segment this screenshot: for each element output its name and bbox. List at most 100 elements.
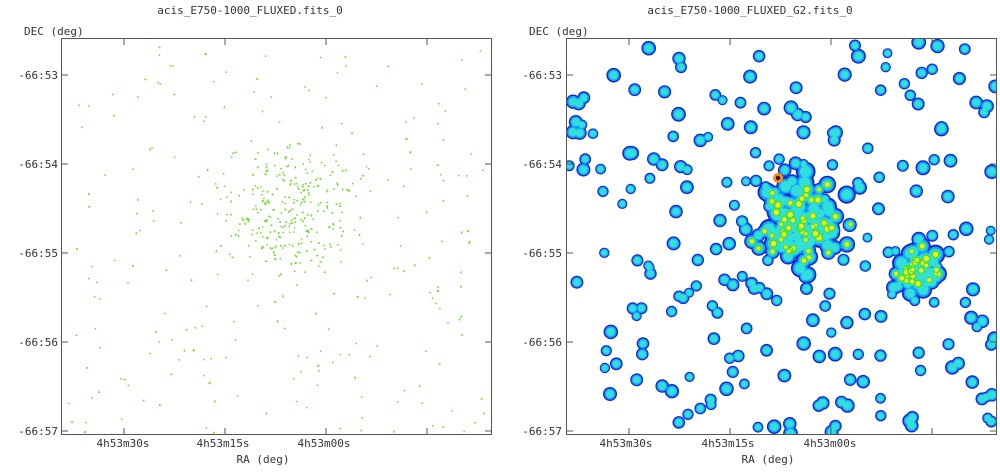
event-point	[86, 366, 88, 369]
flux-blob	[710, 334, 718, 343]
flux-blob	[821, 195, 829, 203]
event-point	[466, 195, 469, 197]
left-event-image[interactable]	[61, 38, 492, 435]
event-point	[208, 382, 211, 385]
event-point	[152, 210, 154, 212]
flux-blob	[846, 376, 854, 384]
flux-blob	[571, 117, 580, 127]
event-point	[268, 201, 270, 204]
flux-blob	[987, 390, 996, 399]
event-point	[458, 318, 461, 321]
event-point	[333, 188, 335, 190]
event-point	[474, 422, 476, 424]
event-point	[429, 291, 431, 294]
event-point	[290, 263, 292, 265]
event-point	[321, 126, 323, 129]
event-point	[342, 169, 344, 172]
event-point	[332, 154, 335, 156]
bright-blob	[807, 255, 812, 260]
bright-blob	[924, 263, 929, 268]
bright-blob	[779, 222, 783, 227]
flux-blob	[815, 208, 825, 218]
event-point	[437, 122, 439, 125]
event-point	[362, 175, 365, 177]
event-point	[308, 89, 310, 92]
event-point	[111, 93, 114, 96]
event-point	[170, 338, 173, 341]
bright-blob	[756, 246, 761, 251]
bright-blob	[927, 277, 932, 282]
event-point	[326, 205, 328, 207]
event-point	[212, 80, 215, 83]
event-point	[267, 148, 269, 151]
flux-blob	[686, 289, 693, 296]
flux-blob	[627, 186, 634, 192]
event-point	[265, 220, 268, 223]
bright-blob	[809, 197, 814, 203]
event-point	[303, 199, 305, 201]
event-point	[339, 205, 342, 207]
event-point	[258, 227, 260, 230]
flux-blob	[944, 340, 953, 348]
event-point	[230, 191, 232, 194]
bright-blob	[770, 190, 775, 195]
event-point	[213, 431, 215, 434]
event-point	[274, 230, 276, 233]
event-point	[262, 199, 264, 202]
event-point	[289, 179, 292, 182]
event-point	[242, 219, 245, 221]
event-point	[193, 116, 196, 118]
bright-blob	[932, 251, 939, 258]
event-point	[264, 203, 266, 205]
flux-blob	[933, 41, 942, 51]
flux-blob	[948, 363, 957, 372]
flux-blob	[762, 183, 769, 190]
event-point	[215, 250, 218, 253]
flux-blob	[917, 367, 924, 374]
event-point	[320, 202, 322, 204]
event-point	[272, 251, 275, 254]
peak-source	[775, 175, 781, 181]
event-point	[296, 251, 299, 253]
event-point	[294, 221, 296, 223]
event-point	[301, 211, 304, 214]
bright-blob	[799, 223, 804, 229]
flux-blob	[914, 100, 922, 108]
event-point	[164, 312, 166, 315]
right-smoothed-image[interactable]	[566, 38, 997, 435]
event-point	[360, 429, 362, 432]
event-point	[318, 370, 320, 372]
bright-blob	[749, 239, 755, 244]
event-point	[353, 229, 356, 231]
event-point	[479, 50, 482, 52]
event-point	[114, 259, 116, 262]
flux-blob	[973, 323, 981, 330]
event-point	[399, 245, 402, 247]
event-point	[296, 214, 298, 216]
event-point	[291, 158, 293, 160]
flux-blob	[675, 54, 683, 63]
event-point	[317, 177, 319, 180]
event-point	[344, 56, 347, 59]
flux-blob	[726, 354, 733, 362]
flux-blob	[609, 71, 618, 80]
event-point	[278, 232, 280, 235]
event-point	[282, 171, 284, 174]
flux-blob	[658, 161, 666, 169]
flux-blob	[754, 231, 763, 240]
event-point	[274, 246, 276, 249]
event-point	[297, 142, 299, 145]
event-point	[264, 173, 267, 176]
event-point	[318, 265, 320, 267]
event-point	[245, 217, 248, 220]
flux-blob	[930, 156, 938, 163]
right-image-panel: acis_E750-1000_FLUXED_G2.fits_0 DEC (deg…	[500, 0, 1000, 475]
bright-blob	[815, 197, 821, 203]
flux-blob	[672, 207, 680, 216]
event-point	[93, 296, 96, 298]
event-point	[273, 254, 276, 256]
flux-blob	[729, 281, 737, 289]
bright-blob	[919, 268, 924, 273]
event-point	[299, 142, 301, 145]
event-point	[336, 71, 339, 74]
